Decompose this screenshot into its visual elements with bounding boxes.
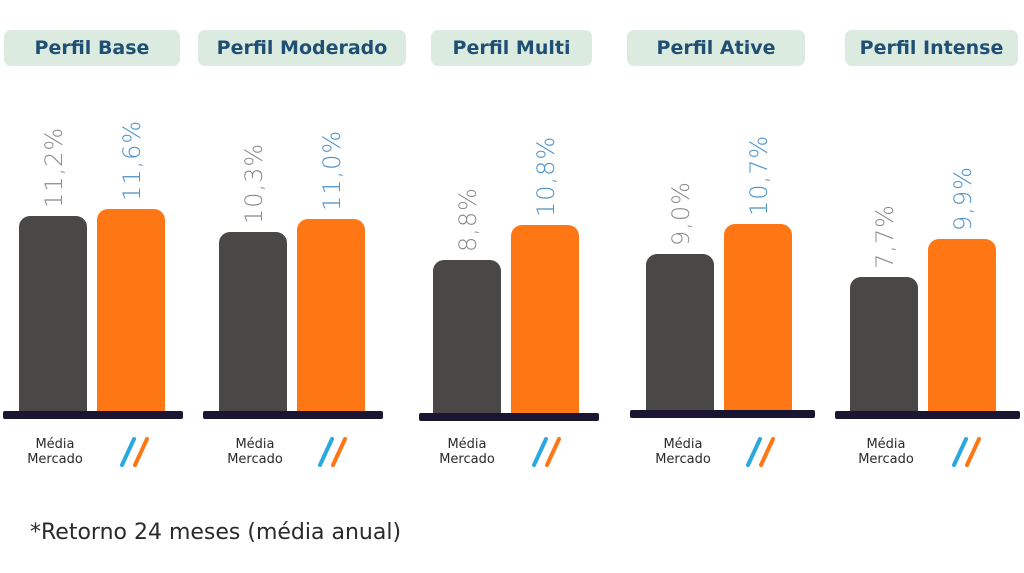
baseline <box>419 413 599 421</box>
brand-slash-logo-icon <box>120 437 149 467</box>
panel-header: Perfil Multi <box>431 30 592 66</box>
legend-line-1: Média <box>866 437 906 452</box>
legend-line-2: Mercado <box>439 452 495 467</box>
logo-slash-blue <box>532 437 548 467</box>
bar-fund <box>724 223 792 412</box>
baseline <box>3 411 183 419</box>
logo-slash-orange <box>965 437 981 467</box>
logo-slash-orange <box>331 437 347 467</box>
legend-line-1: Média <box>35 437 75 452</box>
logo-slash-orange <box>545 437 561 467</box>
value-label-text: 7,7% <box>871 204 899 270</box>
legend-market-label: Média Mercado <box>215 437 295 467</box>
bar-market <box>646 253 714 412</box>
value-label-text: 9,0% <box>667 180 695 246</box>
bar-market <box>219 231 287 413</box>
bar-fund <box>511 224 579 415</box>
logo-slash-orange <box>759 437 775 467</box>
logo-slash-orange <box>133 437 149 467</box>
legend-line-2: Mercado <box>27 452 83 467</box>
panel-header: Perfil Base <box>4 30 180 66</box>
bar-market <box>433 260 501 415</box>
value-label-text: 11,6% <box>118 119 146 201</box>
value-label-text: 11,0% <box>318 130 346 212</box>
panel-header: Perfil Ative <box>627 30 805 66</box>
logo-slash-blue <box>952 437 968 467</box>
legend-market-label: Média Mercado <box>643 437 723 467</box>
legend-line-1: Média <box>447 437 487 452</box>
bar-market <box>19 215 87 413</box>
brand-slash-logo-icon <box>532 437 561 467</box>
brand-slash-logo-icon <box>952 437 981 467</box>
legend-line-2: Mercado <box>858 452 914 467</box>
legend-line-2: Mercado <box>227 452 283 467</box>
footnote: *Retorno 24 meses (média anual) <box>30 520 402 545</box>
panel-header: Perfil Intense <box>845 30 1018 66</box>
legend-market-label: Média Mercado <box>846 437 926 467</box>
legend-line-1: Média <box>235 437 275 452</box>
value-label-text: 8,8% <box>454 187 482 253</box>
baseline <box>630 410 815 418</box>
logo-slash-blue <box>318 437 334 467</box>
bar-market <box>850 277 918 413</box>
value-label-text: 10,3% <box>240 142 268 224</box>
panel-header: Perfil Moderado <box>198 30 406 66</box>
value-label-text: 11,2% <box>40 126 68 208</box>
baseline <box>203 411 383 419</box>
bar-fund <box>97 208 165 413</box>
value-label-text: 9,9% <box>949 165 977 231</box>
value-label-text: 10,8% <box>532 135 560 217</box>
legend-line-1: Média <box>663 437 703 452</box>
value-label-text: 10,7% <box>745 134 773 216</box>
legend-market-label: Média Mercado <box>15 437 95 467</box>
brand-slash-logo-icon <box>746 437 775 467</box>
legend-market-label: Média Mercado <box>427 437 507 467</box>
baseline <box>835 411 1020 419</box>
brand-slash-logo-icon <box>318 437 347 467</box>
legend-line-2: Mercado <box>655 452 711 467</box>
bar-fund <box>297 219 365 413</box>
logo-slash-blue <box>746 437 762 467</box>
logo-slash-blue <box>120 437 136 467</box>
bar-fund <box>928 238 996 413</box>
